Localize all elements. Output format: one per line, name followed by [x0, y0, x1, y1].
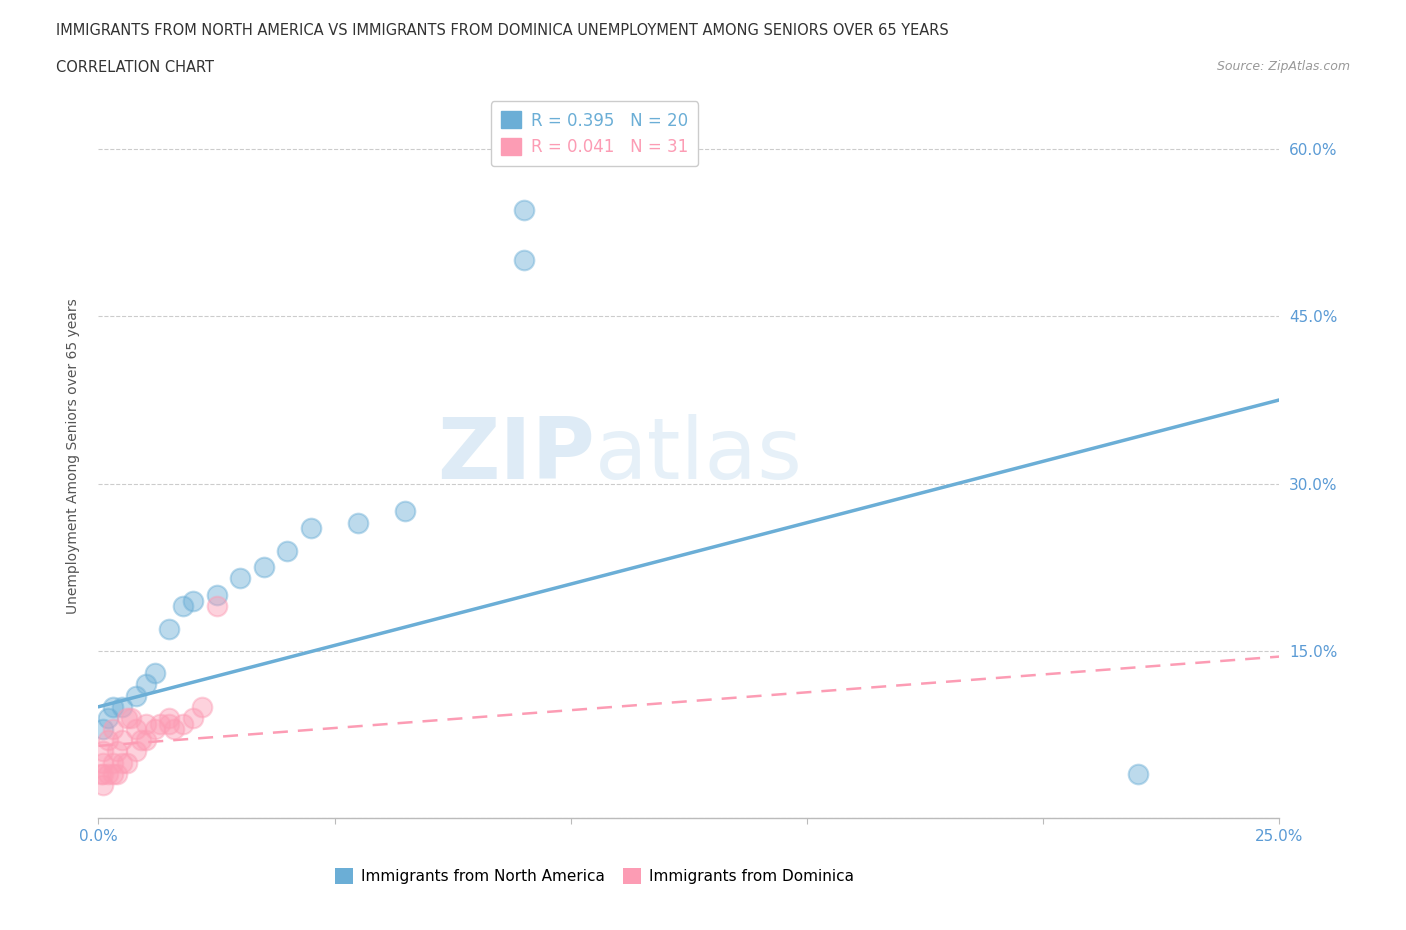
Text: ZIP: ZIP: [437, 414, 595, 498]
Point: [135, 677, 157, 692]
Point: [111, 699, 134, 714]
Legend: Immigrants from North America, Immigrants from Dominica: Immigrants from North America, Immigrant…: [329, 862, 860, 891]
Point: [121, 711, 143, 725]
Point: [105, 744, 128, 759]
Point: [181, 711, 204, 725]
Point: [91, 766, 114, 781]
Text: atlas: atlas: [595, 414, 803, 498]
Point: [91, 755, 114, 770]
Text: CORRELATION CHART: CORRELATION CHART: [56, 60, 214, 75]
Point: [1126, 766, 1149, 781]
Point: [97, 711, 120, 725]
Text: Source: ZipAtlas.com: Source: ZipAtlas.com: [1216, 60, 1350, 73]
Point: [90, 766, 112, 781]
Point: [111, 755, 134, 770]
Point: [91, 777, 114, 792]
Point: [135, 716, 157, 731]
Point: [172, 716, 194, 731]
Point: [125, 722, 148, 737]
Point: [512, 253, 534, 268]
Point: [149, 716, 172, 731]
Point: [157, 716, 180, 731]
Point: [125, 688, 148, 703]
Point: [111, 733, 134, 748]
Point: [205, 599, 228, 614]
Point: [105, 766, 128, 781]
Point: [191, 699, 214, 714]
Point: [101, 766, 124, 781]
Point: [347, 515, 370, 530]
Point: [101, 722, 124, 737]
Point: [115, 755, 138, 770]
Point: [143, 722, 166, 737]
Point: [172, 599, 194, 614]
Point: [157, 621, 180, 636]
Point: [125, 744, 148, 759]
Point: [394, 504, 416, 519]
Point: [205, 588, 228, 603]
Point: [143, 666, 166, 681]
Point: [101, 755, 124, 770]
Point: [512, 203, 534, 218]
Text: IMMIGRANTS FROM NORTH AMERICA VS IMMIGRANTS FROM DOMINICA UNEMPLOYMENT AMONG SEN: IMMIGRANTS FROM NORTH AMERICA VS IMMIGRA…: [56, 23, 949, 38]
Point: [115, 711, 138, 725]
Y-axis label: Unemployment Among Seniors over 65 years: Unemployment Among Seniors over 65 years: [66, 298, 80, 614]
Point: [276, 543, 298, 558]
Point: [253, 560, 276, 575]
Point: [163, 722, 186, 737]
Point: [91, 722, 114, 737]
Point: [97, 766, 120, 781]
Point: [181, 593, 204, 608]
Point: [299, 521, 322, 536]
Point: [129, 733, 152, 748]
Point: [91, 744, 114, 759]
Point: [157, 711, 180, 725]
Point: [229, 571, 252, 586]
Point: [101, 699, 124, 714]
Point: [97, 733, 120, 748]
Point: [135, 733, 157, 748]
